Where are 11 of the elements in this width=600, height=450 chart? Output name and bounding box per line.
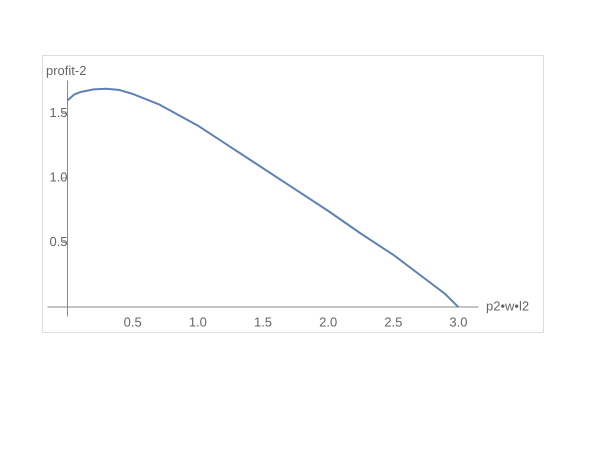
- x-tick-label: 1.5: [254, 314, 272, 330]
- y-tick-label: 1.5: [49, 104, 68, 120]
- x-tick-label: 3.0: [449, 314, 468, 330]
- x-tick-label: 1.0: [188, 314, 207, 330]
- x-tick-label: 2.5: [384, 314, 402, 330]
- x-tick-label: 2.0: [319, 314, 338, 330]
- y-tick-label: 1.0: [49, 170, 68, 184]
- y-axis-title: profit-2: [46, 63, 86, 78]
- y-tick-label: 0.5: [49, 234, 68, 250]
- x-tick-label: 0.5: [124, 314, 142, 330]
- x-axis-title: p2•w•l2: [486, 298, 530, 314]
